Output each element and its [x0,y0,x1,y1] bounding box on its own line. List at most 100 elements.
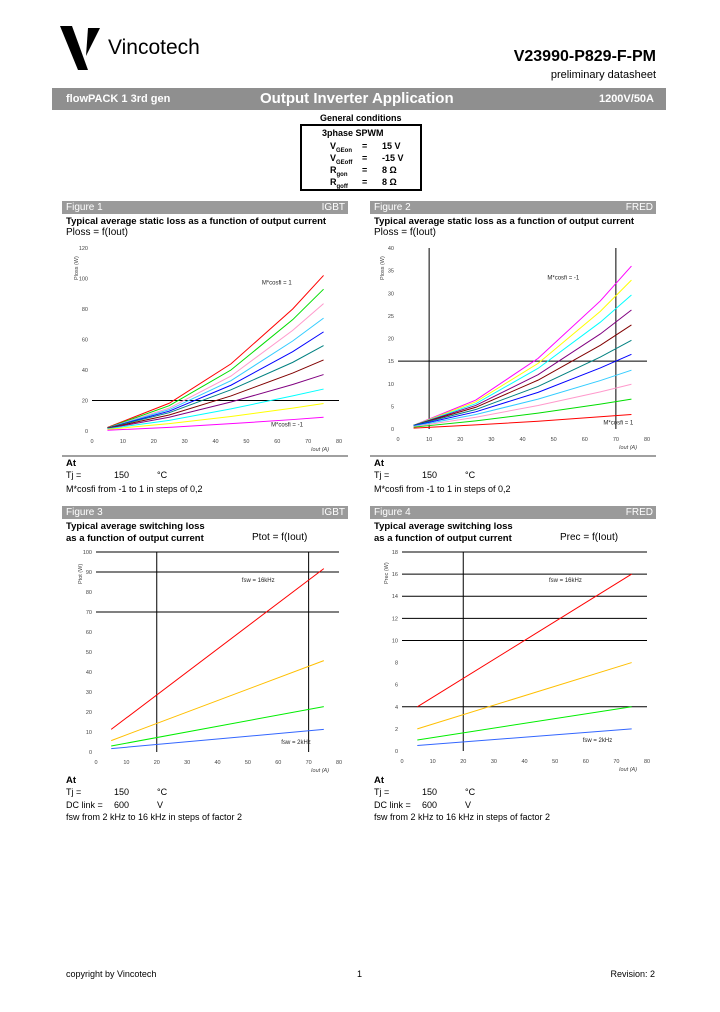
y-axis-label: Ptot (W) [78,564,84,584]
x-tick-label: 80 [336,760,342,766]
series-line [417,706,632,741]
dc-link-value: 600 [114,800,130,810]
series-line [413,309,632,426]
series-line [413,279,632,426]
series-line [111,706,324,747]
doc-status: preliminary datasheet [550,69,656,81]
series-line [111,660,324,742]
x-tick-label: 70 [305,439,311,445]
x-tick-label: 80 [336,439,342,445]
series-line [417,573,632,708]
condition-row: Rgon = 8 Ω [302,165,420,178]
dc-link-value: 600 [422,800,438,810]
series-line [417,728,632,746]
chart-annotation: fsw = 16kHz [549,578,582,584]
figure-formula: Ploss = f(Iout) [374,227,436,238]
x-tick-label: 20 [151,439,157,445]
sweep-note: fsw from 2 kHz to 16 kHz in steps of fac… [66,812,243,822]
y-tick-label: 10 [392,638,398,644]
x-tick-label: 50 [551,437,557,443]
x-tick-label: 0 [90,439,93,445]
x-tick-label: 10 [120,439,126,445]
x-tick-label: 20 [460,759,466,765]
series-line [111,728,324,750]
x-tick-label: 50 [552,759,558,765]
dc-link-unit: V [157,800,164,810]
figure-title: Typical average switching loss [374,521,513,532]
x-tick-label: 50 [243,439,249,445]
y-tick-label: 2 [395,727,398,733]
y-tick-label: 15 [388,359,394,365]
series-line [413,339,632,426]
y-tick-label: 30 [388,291,394,297]
y-tick-label: 0 [391,427,394,433]
y-tick-label: 20 [388,337,394,343]
x-tick-label: 60 [583,759,589,765]
figure-title-2: as a function of output current [374,533,512,544]
x-tick-label: 0 [396,437,399,443]
series-line [413,414,632,429]
x-tick-label: 60 [582,437,588,443]
y-tick-label: 80 [86,590,92,596]
y-tick-label: 40 [82,368,88,374]
series-line [413,294,632,426]
y-axis-label: Ploss (W) [380,256,386,280]
rating: 1200V/50A [598,93,654,105]
conditions-title: General conditions [320,113,402,123]
series-line [413,353,632,427]
dc-link-unit: V [465,800,472,810]
temperature-unit: °C [157,787,168,797]
condition-eq: = [362,177,368,187]
condition-row: VGEon = 15 V [302,141,420,154]
series-line [413,398,632,428]
device-label: IGBT [321,202,345,213]
device-label: FRED [625,202,653,213]
copyright: copyright by Vincotech [66,969,157,979]
series-line [107,331,324,429]
x-tick-label: 30 [488,437,494,443]
sweep-note: fsw from 2 kHz to 16 kHz in steps of fac… [374,812,551,822]
y-tick-label: 50 [86,650,92,656]
x-tick-label: 40 [521,759,527,765]
series-line [107,416,324,431]
y-tick-label: 14 [392,594,398,600]
chart-annotation: fsw = 16kHz [242,578,275,584]
x-tick-label: 40 [212,439,218,445]
x-tick-label: 80 [644,759,650,765]
y-tick-label: 20 [86,710,92,716]
condition-symbol: V [330,141,337,151]
condition-eq: = [362,153,368,163]
conditions-at: At [374,458,385,469]
y-tick-label: 80 [82,307,88,313]
y-axis-label: Prec (W) [384,562,390,584]
condition-subscript: gon [336,171,348,178]
figure-header: Figure 3 IGBT [62,506,348,519]
temperature-value: 150 [422,787,438,797]
y-tick-label: 6 [395,683,398,689]
x-tick-label: 60 [275,760,281,766]
condition-value: 15 V [382,141,401,151]
y-tick-label: 40 [388,246,394,252]
device-label: IGBT [321,507,345,518]
condition-symbol: R [330,177,337,187]
series-line [107,345,324,429]
series-line [107,288,324,429]
product-family: flowPACK 1 3rd gen [66,93,171,105]
figure-header: Figure 4 FRED [370,506,656,519]
y-tick-label: 4 [395,705,398,711]
chart-annotation: M*cosfi = 1 [262,281,293,287]
figure-title-2: as a function of output current [66,533,204,544]
chart-annotation: fsw = 2kHz [281,740,311,746]
series-line [413,265,632,426]
dc-link-label: DC link = [374,800,411,810]
y-tick-label: 25 [388,314,394,320]
x-axis-label: Iout (A) [619,767,637,773]
figure-formula: Ploss = f(Iout) [66,227,128,238]
temperature-unit: °C [465,787,476,797]
figure-title: Typical average static loss as a functio… [374,216,635,227]
y-axis-label: Ploss (W) [74,256,80,280]
page-number: 1 [357,969,363,979]
x-tick-label: 10 [123,760,129,766]
y-tick-label: 0 [85,429,88,435]
